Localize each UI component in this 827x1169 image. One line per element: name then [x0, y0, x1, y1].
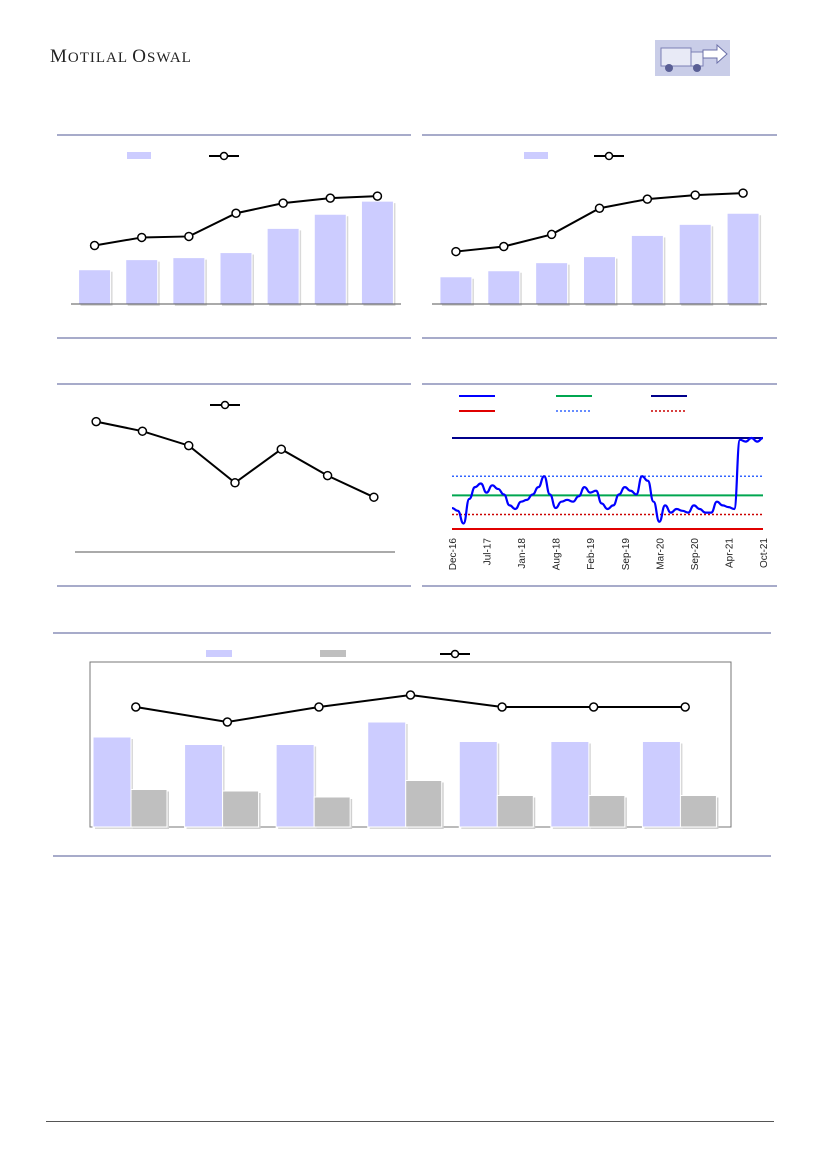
x-tick-label: Aug-18	[552, 538, 563, 571]
line-point	[322, 470, 333, 481]
bar	[78, 269, 112, 305]
line-point	[131, 702, 141, 712]
line-point	[278, 198, 288, 208]
bar-2	[679, 795, 717, 828]
bar	[535, 262, 569, 305]
bar-1	[641, 741, 681, 828]
bar	[583, 256, 616, 305]
line-point	[588, 702, 599, 712]
line-point	[231, 208, 241, 218]
chart-3-panel	[57, 382, 411, 588]
bar-2	[222, 790, 260, 828]
bar	[266, 227, 300, 305]
x-tick-label: Jan-18	[517, 538, 528, 569]
brand-logo: MOTILAL OSWAL	[50, 46, 192, 67]
bar	[125, 259, 159, 305]
bar	[630, 234, 664, 305]
x-tick-label: Oct-21	[759, 538, 770, 568]
bar-2	[588, 795, 626, 828]
chart-4-panel: Dec-16 Jul-17 Jan-18 Aug-18 Feb-19 Sep-19 Mar-…	[422, 382, 777, 588]
line-point	[230, 478, 240, 488]
bar-2	[496, 795, 534, 828]
line-point	[136, 232, 147, 243]
bar	[678, 223, 712, 305]
line-point	[497, 702, 507, 712]
x-tick-label: Jul-17	[483, 538, 494, 566]
bar-1	[184, 744, 224, 828]
chart-5	[53, 632, 771, 857]
chart-2-panel	[422, 133, 777, 340]
chart-1	[57, 134, 411, 339]
bar	[439, 276, 473, 305]
chart-4: Dec-16 Jul-17 Jan-18 Aug-18 Feb-19 Sep-19 Mar-…	[422, 383, 777, 587]
legend-swatch-bar	[524, 152, 548, 159]
bar	[487, 270, 521, 305]
line-point	[222, 717, 233, 727]
x-tick-label: Feb-19	[586, 538, 597, 570]
bar-1	[92, 736, 132, 828]
x-tick-label: Mar-20	[655, 538, 666, 570]
line-point	[325, 193, 336, 203]
line-point	[738, 188, 748, 198]
bar-2	[313, 796, 351, 828]
line-point	[369, 492, 379, 502]
bar	[313, 213, 347, 305]
legend-swatch-bar-2	[320, 650, 346, 657]
line-point	[89, 240, 100, 251]
line-point	[183, 440, 194, 451]
line-point	[137, 426, 148, 436]
truck-arrow-icon	[655, 40, 730, 76]
line-point	[594, 203, 605, 213]
bar	[726, 212, 760, 305]
bar	[219, 252, 253, 305]
bar-2	[130, 789, 168, 828]
line-point	[499, 241, 509, 252]
bar	[360, 200, 394, 305]
bar-1	[550, 741, 590, 828]
pe-series-line	[451, 436, 764, 525]
bar-2	[405, 780, 443, 828]
x-tick-label: Sep-19	[621, 538, 632, 571]
x-tick-label: Dec-16	[448, 538, 459, 571]
bar-1	[367, 721, 407, 828]
chart-3	[57, 383, 411, 587]
line-point	[690, 190, 700, 200]
chart-1-panel	[57, 133, 411, 340]
bar-1	[458, 741, 498, 828]
line-point	[546, 229, 557, 240]
line-point	[405, 690, 416, 700]
bar	[172, 257, 206, 305]
chart-2	[422, 134, 777, 339]
line-point	[314, 702, 324, 712]
legend-swatch-bar-1	[206, 650, 232, 657]
line-point	[276, 444, 287, 454]
line-point	[451, 246, 461, 257]
line-point	[184, 231, 194, 242]
line-point	[372, 191, 383, 201]
x-tick-label: Apr-21	[724, 538, 735, 568]
bar-1	[275, 744, 315, 828]
line-point	[91, 416, 101, 427]
chart-5-panel	[53, 631, 771, 858]
line-point	[642, 194, 653, 204]
line-point	[680, 702, 690, 712]
legend-swatch-bar	[127, 152, 151, 159]
x-tick-label: Sep-20	[690, 538, 701, 571]
footer-rule	[46, 1121, 774, 1122]
